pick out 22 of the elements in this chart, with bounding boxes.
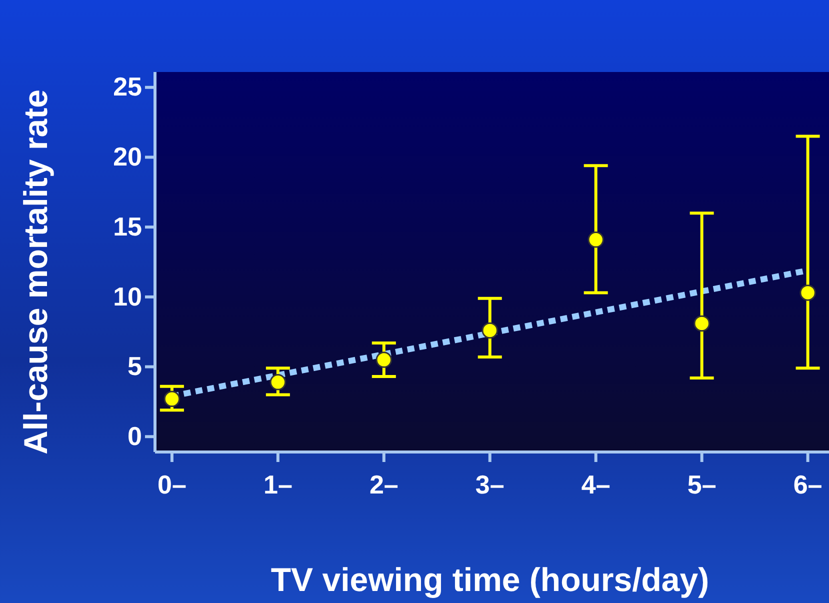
point [270, 374, 286, 390]
x-axis-title: TV viewing time (hours/day) [270, 561, 710, 598]
y-tick-label: 10 [113, 281, 142, 312]
x-tick-label: 5– [687, 470, 716, 500]
x-tick-label: 3– [475, 470, 504, 500]
y-tick-label: 15 [113, 211, 142, 242]
point [164, 390, 180, 408]
x-tick-label: 4– [581, 470, 610, 500]
x-tick-label: 1– [263, 470, 292, 500]
y-tick-label: 25 [113, 72, 142, 102]
y-axis-title: All-cause mortality rate [17, 90, 54, 454]
x-tick-label: 2– [369, 470, 398, 500]
point [800, 284, 816, 301]
x-tick-label: 6– [793, 470, 822, 500]
point [694, 315, 710, 332]
y-tick-label: 20 [113, 142, 142, 172]
point [376, 352, 392, 368]
x-tick-label: 0– [157, 470, 186, 500]
y-tick-label: 0 [128, 420, 142, 451]
point [588, 232, 604, 248]
point [482, 322, 498, 339]
y-tick-label: 5 [128, 351, 142, 382]
